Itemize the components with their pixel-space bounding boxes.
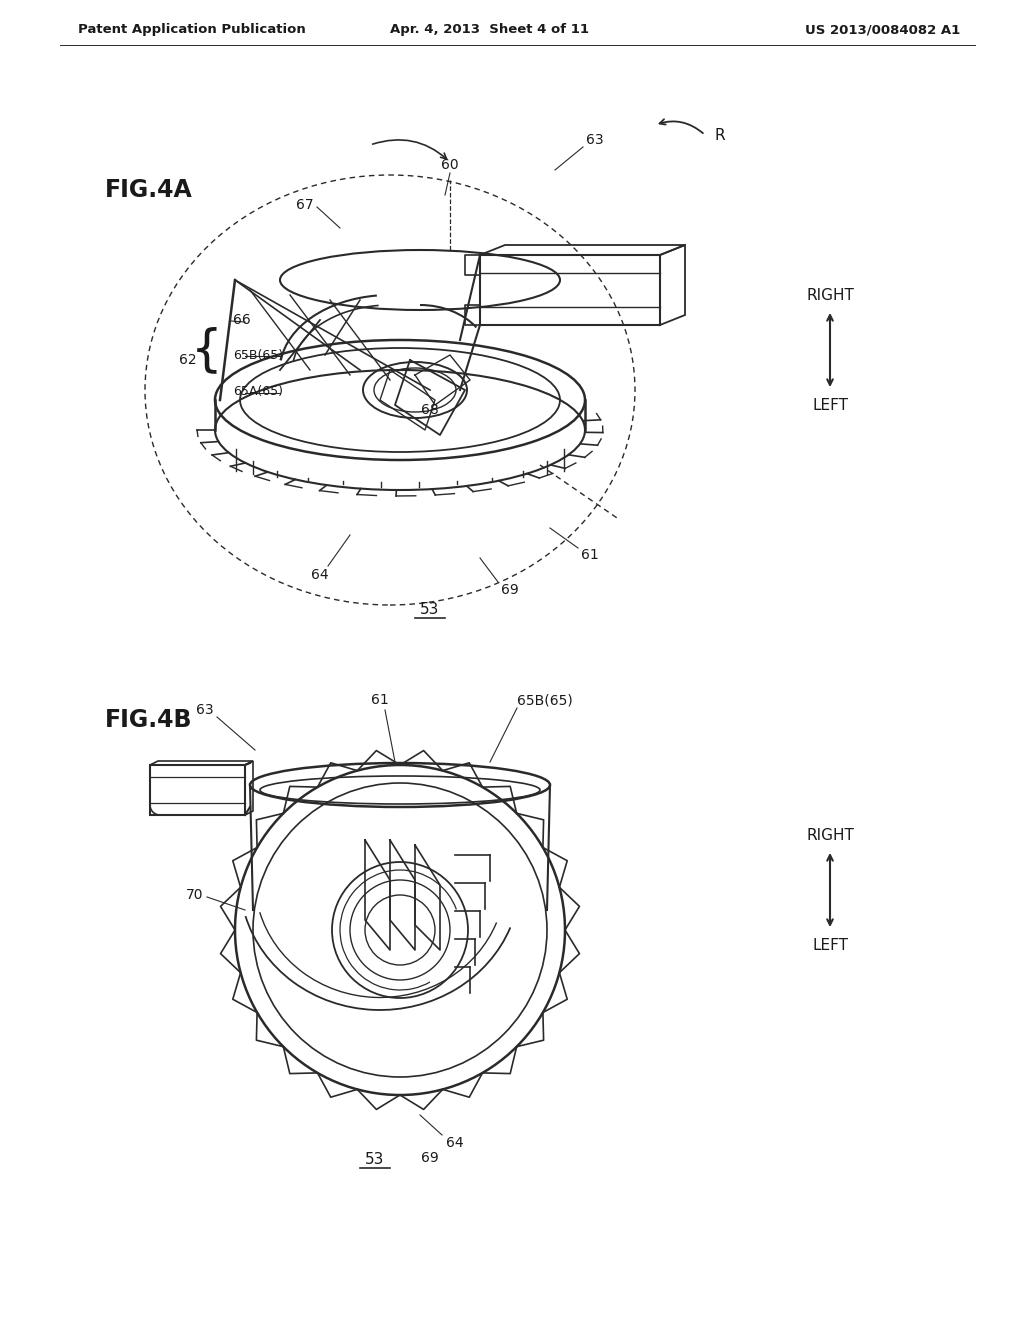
Text: 65A(65): 65A(65) — [233, 385, 283, 399]
Text: RIGHT: RIGHT — [806, 828, 854, 842]
Text: 67: 67 — [296, 198, 313, 213]
Text: 66: 66 — [233, 313, 251, 327]
Text: 63: 63 — [586, 133, 604, 147]
Text: 61: 61 — [582, 548, 599, 562]
Text: 62: 62 — [179, 352, 197, 367]
Text: 63: 63 — [197, 704, 214, 717]
Text: 69: 69 — [501, 583, 519, 597]
Text: 61: 61 — [371, 693, 389, 708]
Text: US 2013/0084082 A1: US 2013/0084082 A1 — [805, 24, 961, 37]
Text: Apr. 4, 2013  Sheet 4 of 11: Apr. 4, 2013 Sheet 4 of 11 — [390, 24, 590, 37]
Text: LEFT: LEFT — [812, 397, 848, 412]
Text: RIGHT: RIGHT — [806, 288, 854, 302]
Text: 70: 70 — [186, 888, 204, 902]
Text: FIG.4B: FIG.4B — [105, 708, 193, 733]
Text: 68: 68 — [421, 403, 439, 417]
Text: 64: 64 — [446, 1137, 464, 1150]
Text: 64: 64 — [311, 568, 329, 582]
Text: 65B(65): 65B(65) — [517, 693, 572, 708]
Text: 53: 53 — [366, 1152, 385, 1167]
Text: 60: 60 — [441, 158, 459, 172]
Text: 65B(65): 65B(65) — [233, 348, 283, 362]
Text: LEFT: LEFT — [812, 937, 848, 953]
Text: 53: 53 — [420, 602, 439, 618]
Text: {: { — [191, 326, 223, 374]
Text: 69: 69 — [421, 1151, 439, 1166]
Text: R: R — [715, 128, 726, 144]
Text: FIG.4A: FIG.4A — [105, 178, 193, 202]
Text: Patent Application Publication: Patent Application Publication — [78, 24, 306, 37]
